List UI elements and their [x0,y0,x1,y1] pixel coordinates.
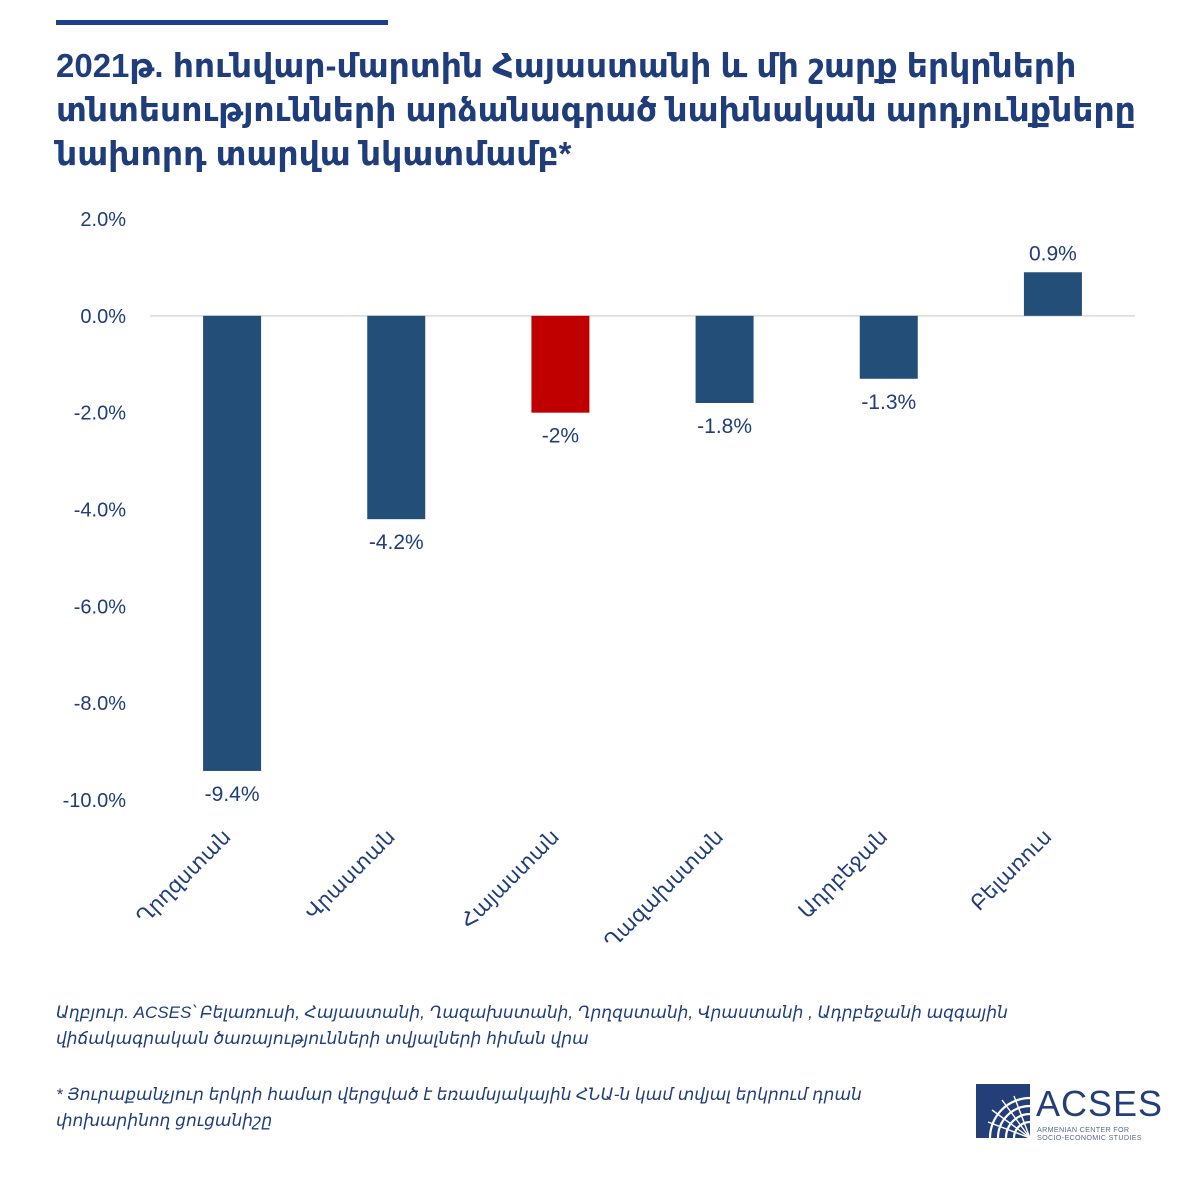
data-labels: -9.4% -4.2% -2% -1.8% -1.3% 0.9% [205,242,1077,806]
y-tick-label: -4.0% [74,500,126,522]
x-tick-label: Բելառուս [967,825,1057,915]
y-tick-label: -6.0% [74,596,126,618]
bar [1023,272,1082,316]
acses-logo: ACSES ARMENIAN CENTER FOR SOCIO-ECONOMIC… [976,1084,1162,1144]
x-tick-label: Ադրբեջան [794,825,892,923]
bar-chart: 2.0% 0.0% -2.0% -4.0% -6.0% -8.0% -10.0% -9.4%… [63,209,1135,953]
data-label: -2% [542,425,579,448]
bar [859,315,918,379]
bar [695,315,754,403]
y-tick-label: -2.0% [74,403,126,425]
data-label: -4.2% [369,531,424,554]
x-tick-label: Ղազախստան [600,825,728,953]
y-tick-label: 0.0% [80,306,126,328]
x-tick-label: Վրաստան [301,825,400,924]
bars [203,272,1082,771]
data-label: -1.3% [861,391,916,414]
source-note: Աղբյուր. ACSES՝ Բելառուսի, Հայաստանի, Ղա… [56,1003,1008,1048]
bar [203,315,262,771]
data-label: 0.9% [1029,242,1077,265]
acses-logo-arcs-icon [976,1084,1030,1138]
x-tick-label: Ղրղզստան [132,825,235,928]
y-tick-label: -10.0% [63,790,127,812]
data-label: -1.8% [697,415,752,438]
data-label: -9.4% [205,783,260,806]
x-axis: Ղրղզստան Վրաստան Հայաստան Ղազախստան Ադրբեջան… [132,825,1056,953]
y-tick-label: -8.0% [74,693,126,715]
logo-name: ACSES [1036,1083,1164,1124]
x-tick-label: Հայաստան [456,825,564,933]
footnote: * Յուրաքանչյուր երկրի համար վերցված է եռ… [56,1085,862,1130]
title-accent-rule [56,20,388,25]
y-tick-label: 2.0% [80,209,126,231]
chart-title: 2021թ. հունվար-մարտին Հայաստանի և մի շար… [56,47,1136,172]
y-axis: 2.0% 0.0% -2.0% -4.0% -6.0% -8.0% -10.0% [63,209,127,812]
bar [367,315,426,520]
bar [531,315,590,413]
logo-subtitle: ARMENIAN CENTER FOR SOCIO-ECONOMIC STUDI… [1037,1125,1142,1142]
